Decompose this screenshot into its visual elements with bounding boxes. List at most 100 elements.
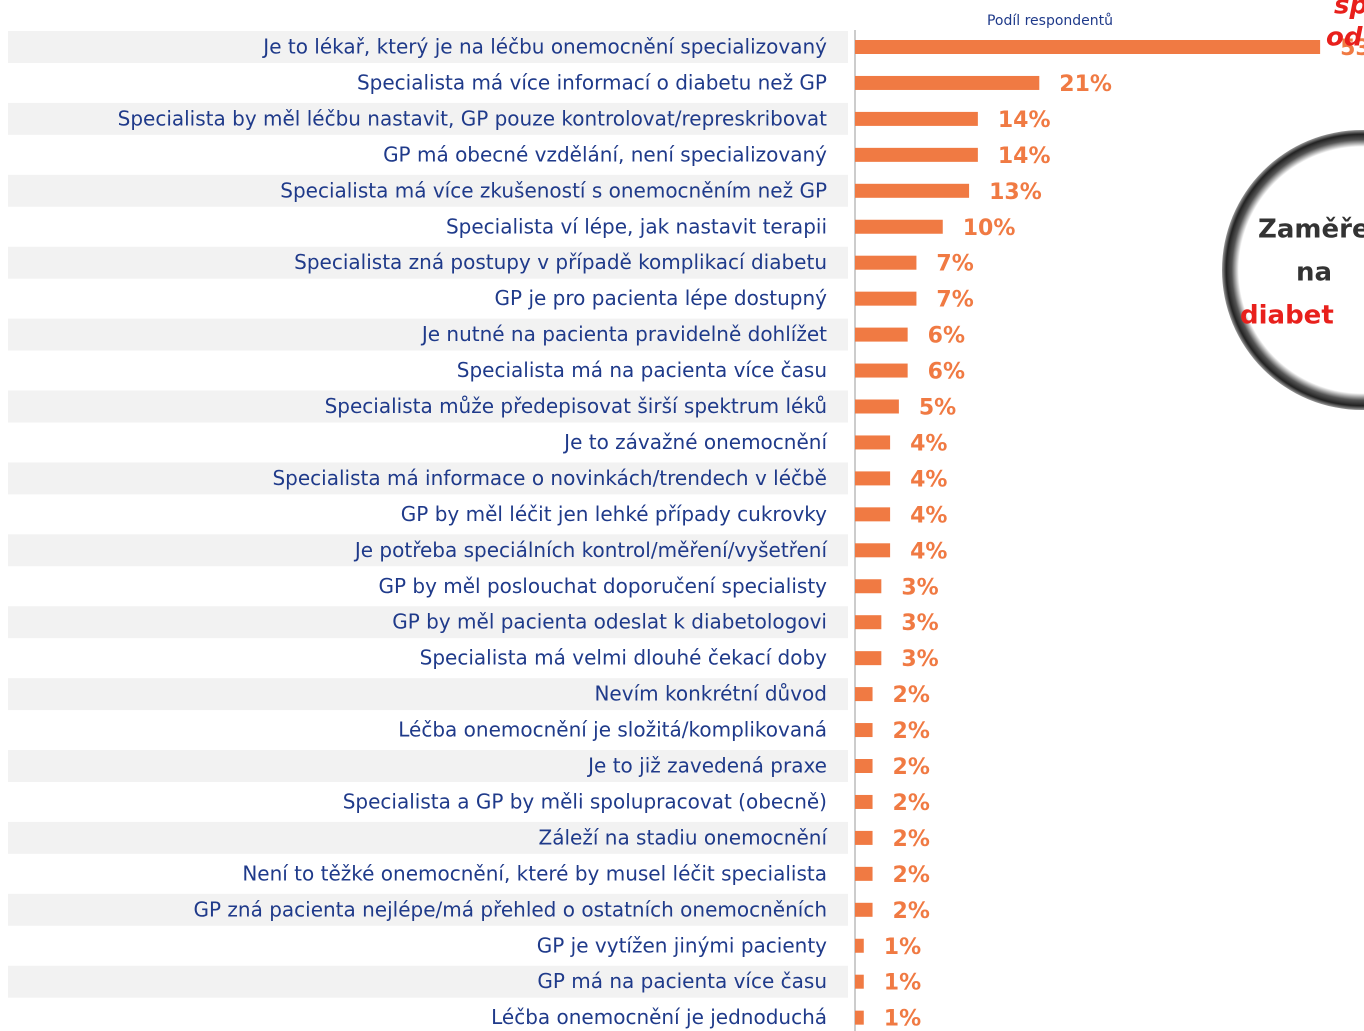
category-label: Léčba onemocnění je složitá/komplikovaná <box>398 718 827 742</box>
bar <box>855 471 891 486</box>
value-label: 2% <box>893 755 930 780</box>
category-label: GP by měl pacienta odeslat k diabetologo… <box>392 610 827 634</box>
category-label: Je nutné na pacienta pravidelně dohlížet <box>420 322 827 346</box>
value-label: 2% <box>893 827 930 852</box>
bar <box>855 938 864 953</box>
bar <box>855 399 899 414</box>
bar <box>855 687 873 702</box>
value-label: 4% <box>910 539 947 564</box>
value-label: 6% <box>928 360 965 385</box>
row-stripe <box>8 174 848 207</box>
axis-title: Podíl respondentů <box>987 13 1113 29</box>
value-label: 4% <box>910 431 947 456</box>
bar <box>855 291 917 306</box>
bar <box>855 615 882 630</box>
category-label: GP zná pacienta nejlépe/má přehled o ost… <box>193 897 827 921</box>
row-stripe <box>8 821 848 854</box>
bar <box>855 183 970 198</box>
category-label: Specialista by měl léčbu nastavit, GP po… <box>118 106 828 130</box>
category-label: Je to již zavedená praxe <box>586 754 827 778</box>
value-label: 6% <box>928 324 965 349</box>
value-label: 2% <box>893 683 930 708</box>
bar <box>855 1010 864 1025</box>
category-label: Je to lékař, který je na léčbu onemocněn… <box>261 35 827 59</box>
annotation: sp <box>1334 0 1364 21</box>
category-label: Specialista má informace o novinkách/tre… <box>272 466 827 490</box>
bar <box>855 75 1040 90</box>
value-label: 4% <box>910 503 947 528</box>
bar <box>855 219 943 234</box>
bar <box>855 363 908 378</box>
row-stripe <box>8 318 848 351</box>
category-label: GP má na pacienta více času <box>537 969 827 993</box>
category-label: Specialista ví lépe, jak nastavit terapi… <box>446 214 827 238</box>
value-label: 2% <box>893 719 930 744</box>
value-label: 13% <box>989 180 1042 205</box>
annotation: na <box>1296 258 1332 288</box>
category-label: Není to těžké onemocnění, které by musel… <box>242 861 827 885</box>
category-label: Nevím konkrétní důvod <box>594 682 827 706</box>
bar <box>855 902 873 917</box>
annotation: Zaměře <box>1258 215 1364 245</box>
category-label: GP má obecné vzdělání, není specializova… <box>383 142 827 166</box>
row-stripe <box>8 534 848 567</box>
row-stripe <box>8 246 848 279</box>
badge-circle <box>1222 130 1364 410</box>
bar <box>855 759 873 773</box>
bar <box>855 794 873 809</box>
category-label: Specialista má více informací o diabetu … <box>357 70 827 94</box>
value-label: 2% <box>893 863 930 888</box>
value-label: 7% <box>936 252 973 277</box>
value-label: 4% <box>910 467 947 492</box>
value-label: 7% <box>936 288 973 313</box>
row-stripe <box>8 31 848 63</box>
category-label: Je potřeba speciálních kontrol/měření/vy… <box>353 538 829 562</box>
annotation: od <box>1326 23 1363 53</box>
value-label: 3% <box>901 611 938 636</box>
value-label: 2% <box>893 899 930 924</box>
bar <box>855 327 908 342</box>
row-stripe <box>8 893 848 926</box>
bar <box>855 111 978 126</box>
value-label: 10% <box>963 216 1016 241</box>
category-label: GP je pro pacienta lépe dostupný <box>495 286 828 310</box>
row-stripe <box>8 102 848 135</box>
category-label: GP by měl léčit jen lehké případy cukrov… <box>401 502 827 526</box>
annotation: diabet <box>1240 301 1334 331</box>
value-label: 21% <box>1059 72 1112 97</box>
bar <box>855 507 891 522</box>
bar <box>855 40 1321 54</box>
value-label: 1% <box>884 935 921 960</box>
value-label: 2% <box>893 791 930 816</box>
value-label: 53% <box>1340 36 1364 61</box>
row-stripe <box>8 390 848 423</box>
bar <box>855 866 873 881</box>
value-label: 14% <box>998 144 1051 169</box>
category-label: Specialista má na pacienta více času <box>457 358 827 382</box>
bar <box>855 435 891 450</box>
category-label: Je to závažné onemocnění <box>562 430 828 454</box>
bar <box>855 543 891 558</box>
value-label: 14% <box>998 108 1051 133</box>
row-stripe <box>8 678 848 711</box>
value-label: 1% <box>884 971 921 996</box>
bar <box>855 723 873 738</box>
category-label: Záleží na stadiu onemocnění <box>539 825 829 849</box>
row-stripe <box>8 965 848 998</box>
category-label: GP by měl poslouchat doporučení speciali… <box>378 574 827 598</box>
row-stripe <box>8 462 848 495</box>
category-label: Specialista může předepisovat širší spek… <box>325 394 827 418</box>
category-label: Specialista má velmi dlouhé čekací doby <box>420 646 828 670</box>
value-label: 1% <box>884 1007 921 1031</box>
category-label: GP je vytížen jinými pacienty <box>537 933 827 957</box>
bar <box>855 830 873 845</box>
category-label: Léčba onemocnění je jednoduchá <box>491 1005 827 1029</box>
row-stripe <box>8 750 848 782</box>
bar <box>855 579 882 594</box>
bar <box>855 974 864 989</box>
category-label: Specialista zná postupy v případě kompli… <box>294 250 827 274</box>
bar <box>855 147 978 162</box>
bar <box>855 255 917 270</box>
